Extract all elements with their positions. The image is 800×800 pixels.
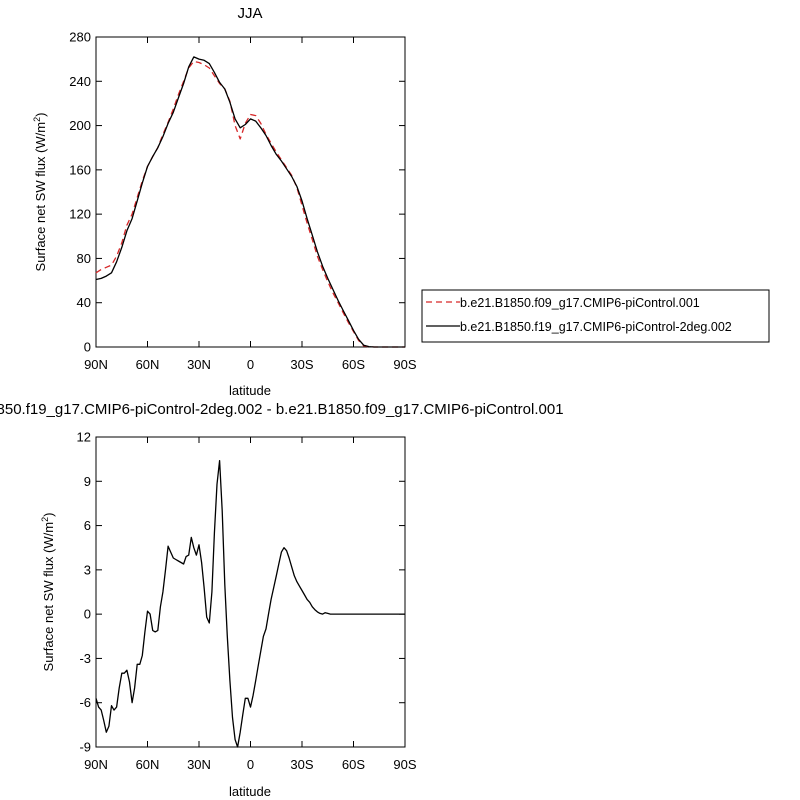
top-x-tick-label: 60S	[342, 357, 365, 372]
top-x-tick-label: 90S	[393, 357, 416, 372]
top-x-tick-label: 90N	[84, 357, 108, 372]
bottom-chart-title: b.e21.B1850.f19_g17.CMIP6-piControl-2deg…	[0, 401, 564, 418]
bottom-plot-frame	[95, 436, 406, 748]
legend-box	[421, 289, 770, 343]
top-x-tick-label: 60N	[136, 357, 160, 372]
bottom-x-tick-label: 60N	[136, 757, 160, 772]
bottom-y-tick-label: -6	[79, 695, 91, 710]
top-y-axis: 0 40 80 120 160 200 240 280	[69, 30, 405, 355]
top-series-line-2	[95, 56, 405, 348]
bottom-y-tick-label: 3	[84, 562, 91, 577]
top-y-tick-label: 0	[84, 340, 91, 355]
bottom-y-tick-label: 12	[77, 430, 91, 445]
top-chart-title: JJA	[237, 5, 262, 22]
bottom-x-tick-label: 90S	[393, 757, 416, 772]
top-series-line-1	[95, 60, 405, 348]
top-x-axis: 90N 60N 30N 0 30S 60S 90S	[84, 37, 417, 372]
bottom-x-axis-label: latitude	[229, 784, 271, 799]
legend-entry-series-1: b.e21.B1850.f09_g17.CMIP6-piControl.001	[460, 296, 700, 310]
top-y-tick-label: 280	[69, 30, 91, 45]
bottom-x-axis: 90N 60N 30N 0 30S 60S 90S	[84, 437, 417, 772]
bottom-series-group	[95, 459, 405, 748]
top-y-tick-label: 40	[77, 295, 91, 310]
bottom-series-line-1	[95, 459, 405, 748]
bottom-y-tick-label: 0	[84, 607, 91, 622]
top-y-axis-label-tail: )	[33, 113, 48, 117]
bottom-panel: b.e21.B1850.f19_g17.CMIP6-piControl-2deg…	[0, 401, 564, 799]
top-y-axis-label: Surface net SW flux (W/m2)	[32, 113, 48, 272]
top-panel: JJA 0 40 80 120 160 200 240 280 90N 60N 30N 0 30S 60…	[32, 5, 770, 398]
top-y-tick-label: 200	[69, 118, 91, 133]
top-x-tick-label: 30S	[290, 357, 313, 372]
bottom-y-axis-label: Surface net SW flux (W/m2)	[40, 513, 56, 672]
bottom-y-axis-label-sup: 2	[40, 517, 50, 522]
bottom-x-tick-label: 60S	[342, 757, 365, 772]
legend-entry-series-2: b.e21.B1850.f19_g17.CMIP6-piControl-2deg…	[460, 320, 732, 334]
top-y-tick-label: 160	[69, 162, 91, 177]
top-x-tick-label: 30N	[187, 357, 211, 372]
bottom-y-tick-label: 6	[84, 518, 91, 533]
bottom-y-tick-label: -9	[79, 740, 91, 755]
top-y-tick-label: 240	[69, 74, 91, 89]
legend: b.e21.B1850.f09_g17.CMIP6-piControl.001 …	[421, 289, 770, 343]
bottom-x-tick-label: 90N	[84, 757, 108, 772]
top-x-axis-label: latitude	[229, 383, 271, 398]
bottom-y-tick-label: 9	[84, 474, 91, 489]
bottom-x-tick-label: 0	[247, 757, 254, 772]
top-plot-frame	[95, 36, 406, 348]
top-y-axis-label-sup: 2	[32, 117, 42, 122]
bottom-x-tick-label: 30S	[290, 757, 313, 772]
top-y-axis-label-main: Surface net SW flux (W/m	[33, 122, 48, 272]
top-y-tick-label: 80	[77, 251, 91, 266]
top-x-tick-label: 0	[247, 357, 254, 372]
top-series-group	[95, 56, 405, 348]
bottom-x-tick-label: 30N	[187, 757, 211, 772]
bottom-y-tick-label: -3	[79, 651, 91, 666]
top-y-tick-label: 120	[69, 207, 91, 222]
bottom-y-axis-label-tail: )	[41, 513, 56, 517]
bottom-y-axis-label-main: Surface net SW flux (W/m	[41, 522, 56, 672]
bottom-y-axis: -9 -6 -3 0 3 6 9 12	[77, 430, 405, 755]
